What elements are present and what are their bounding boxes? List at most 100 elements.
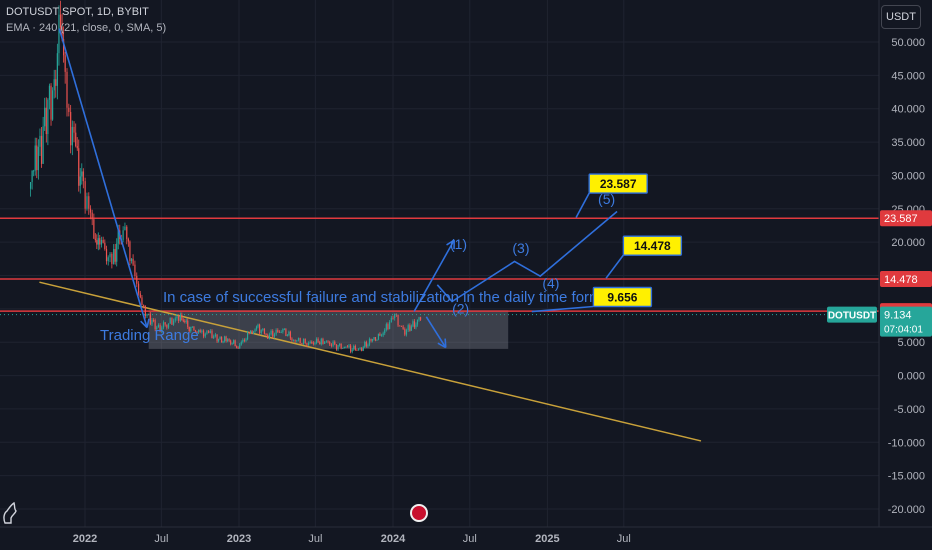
us-flag-event-icon[interactable] [410, 504, 428, 522]
candle-body [291, 338, 293, 341]
candle-body [81, 171, 83, 177]
candle-body [100, 240, 103, 245]
x-tick-label: Jul [463, 533, 477, 545]
candle-body [144, 305, 146, 317]
candle-body [84, 181, 86, 209]
candle-body [329, 342, 331, 345]
candle-body [208, 331, 210, 333]
candle-body [416, 319, 419, 325]
candle-body [68, 107, 70, 112]
level-badge [880, 210, 932, 227]
candle-body [105, 249, 108, 262]
candle-body [348, 345, 350, 348]
x-tick-label: 2025 [535, 533, 559, 545]
candle-body [257, 324, 259, 327]
candle-body [151, 320, 153, 325]
candle-body [342, 347, 344, 349]
impulse-wave-path [436, 210, 618, 303]
candle-body [93, 219, 95, 239]
candle-body [111, 253, 113, 264]
drop-arrow [58, 28, 148, 328]
candle-body [107, 257, 109, 262]
candle-body [211, 330, 213, 339]
x-axis[interactable]: 2022 Jul 2023 Jul 2024 Jul 2025 Jul [0, 526, 932, 550]
y-tick-label: -10.000 [888, 437, 925, 449]
candle-body [104, 242, 106, 250]
candle-body [351, 349, 353, 352]
candle-body [304, 338, 306, 343]
level-badge-label: 14.478 [884, 274, 918, 286]
candle-body [379, 333, 381, 336]
currency-button[interactable]: USDT [881, 5, 921, 29]
candle-body [337, 345, 339, 350]
candle-body [340, 343, 342, 349]
candle-body [34, 145, 36, 171]
candle-body [283, 329, 285, 330]
candle-body [36, 145, 38, 171]
candle-body [275, 330, 277, 335]
bar-countdown: 07:04:01 [884, 325, 923, 336]
callout-pointer [531, 305, 594, 313]
candle-body [317, 338, 319, 343]
candle-body [325, 341, 327, 343]
candle-body [368, 338, 371, 345]
candle-body [126, 226, 128, 239]
candle-body [367, 344, 369, 347]
candle-body [299, 338, 301, 344]
candle-body [184, 321, 186, 323]
candle-body [265, 333, 267, 336]
candle-body [56, 53, 58, 86]
candle-body [399, 325, 401, 327]
candle-body [356, 349, 358, 351]
candle-body [174, 318, 176, 321]
candle-body [42, 126, 44, 164]
y-tick-label: -5.000 [894, 404, 925, 416]
symbol-badge [827, 306, 877, 323]
current-price-label: 9.134 [884, 310, 912, 322]
tradingview-logo-icon[interactable] [2, 500, 18, 524]
callout-pointer [605, 254, 625, 279]
level-callouts: 23.587 14.478 9.656 [531, 173, 683, 313]
candle-body [272, 330, 274, 337]
y-tick-label: 40.000 [891, 104, 925, 116]
candle-body [82, 171, 84, 182]
candle-body [181, 314, 183, 321]
callout-box [622, 235, 683, 256]
candle-body [37, 146, 39, 171]
candle-body [182, 320, 184, 322]
candle-body [371, 339, 374, 341]
candle-body [134, 264, 136, 277]
candle-body [122, 230, 124, 240]
indicator-legend[interactable]: EMA · 240 (21, close, 0, SMA, 5) [6, 22, 167, 34]
candle-body [327, 341, 329, 343]
candle-body [260, 330, 262, 334]
candle-body [71, 126, 73, 146]
candle-body [405, 330, 408, 335]
projection-arrows [58, 28, 618, 349]
candle-body [196, 331, 198, 333]
candle-body [130, 258, 133, 261]
candle-body [127, 238, 129, 242]
candle-body [88, 196, 90, 209]
candle-body [91, 212, 93, 220]
candle-body [231, 343, 233, 345]
candle-body [63, 39, 65, 56]
horizontal-levels [0, 217, 879, 312]
candle-body [306, 342, 308, 346]
current-price-badge [880, 306, 932, 337]
candle-body [311, 342, 313, 343]
candle-body [234, 340, 236, 347]
candle-body [263, 328, 266, 334]
candle-body [113, 249, 115, 264]
candle-body [141, 297, 143, 305]
candle-body [217, 339, 220, 342]
candle-body [397, 314, 399, 326]
x-axis-bg [0, 527, 932, 550]
y-tick-label: 20.000 [891, 237, 925, 249]
candle-body [96, 240, 98, 245]
candle-body [254, 329, 256, 332]
wave-label: (2) [452, 301, 469, 317]
drop-arrow-head [146, 318, 150, 328]
candle-body [47, 99, 49, 135]
